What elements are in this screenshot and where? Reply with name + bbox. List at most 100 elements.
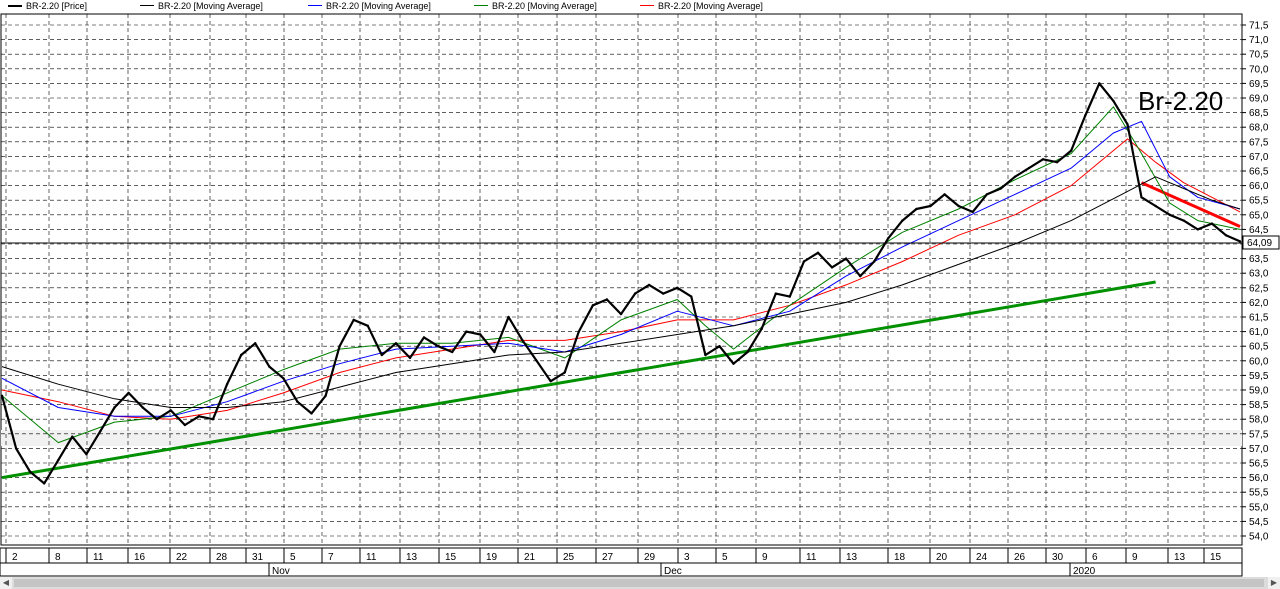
price-point — [915, 207, 918, 211]
x-tick-label: 13 — [846, 552, 858, 563]
y-tick-label: 57,5 — [1249, 429, 1269, 440]
x-tick-label: 5 — [722, 552, 728, 563]
x-tick-label: 13 — [406, 552, 418, 563]
x-tick-label: 26 — [1014, 552, 1026, 563]
x-tick-label: 9 — [1132, 552, 1138, 563]
price-point — [28, 470, 32, 473]
legend-swatch-ma-red — [640, 5, 654, 7]
price-point — [408, 356, 412, 360]
legend-label-ma-green: BR-2.20 [Moving Average] — [492, 1, 597, 11]
x-tick-label: 11 — [366, 552, 377, 563]
y-tick-label: 71,5 — [1249, 21, 1269, 32]
price-point — [422, 336, 426, 339]
moving-average-line — [1, 176, 1241, 408]
x-tick-label: 9 — [762, 552, 768, 563]
price-point — [465, 330, 468, 333]
price-point — [1070, 149, 1073, 152]
legend-item-ma-blue: BR-2.20 [Moving Average] — [308, 0, 431, 12]
y-tick-label: 68,0 — [1249, 123, 1269, 134]
price-point — [225, 383, 229, 386]
price-point — [394, 342, 398, 345]
price-point — [211, 418, 215, 421]
price-point — [310, 412, 313, 415]
price-point — [929, 204, 932, 208]
price-point — [1041, 158, 1045, 161]
price-point — [844, 257, 848, 260]
legend-item-price: BR-2.20 [Price] — [8, 0, 87, 12]
price-point — [43, 482, 46, 485]
y-tick-label: 67,5 — [1249, 137, 1269, 148]
y-tick-label: 61,0 — [1249, 327, 1269, 338]
price-point — [254, 342, 257, 345]
x-tick-label: 18 — [894, 552, 906, 563]
x-tick-label: 11 — [806, 552, 817, 563]
y-axis: 71,5 71,0 70,5 70,0 69,5 69,0 68,5 68,0 67,5 67,0… — [1242, 21, 1269, 543]
price-point — [662, 292, 665, 295]
price-point — [732, 362, 735, 365]
month-label: Dec — [664, 566, 682, 577]
y-tick-label: 70,5 — [1249, 50, 1269, 61]
price-point — [85, 453, 88, 456]
price-point — [718, 345, 721, 348]
price-point — [1210, 222, 1214, 225]
y-tick-label: 69,5 — [1249, 79, 1269, 90]
price-point — [1126, 123, 1129, 126]
price-point — [324, 394, 327, 397]
price-point — [155, 418, 158, 421]
moving-average-line — [1, 106, 1241, 444]
y-tick-label: 66,5 — [1249, 167, 1269, 178]
y-tick-label: 64,5 — [1249, 225, 1269, 236]
price-point — [240, 353, 243, 357]
x-tick-label: 15 — [1210, 552, 1222, 563]
horizontal-scrollbar[interactable]: ◀ ▶ — [0, 577, 1280, 589]
y-tick-label: 58,5 — [1249, 400, 1269, 411]
price-point — [380, 353, 383, 357]
y-tick-label: 63,5 — [1249, 254, 1269, 265]
moving-average-line — [1, 120, 1241, 417]
price-point — [57, 458, 60, 462]
x-tick-label: 24 — [976, 552, 988, 563]
price-point — [774, 292, 777, 295]
y-tick-label: 58,0 — [1249, 415, 1269, 426]
legend-label-ma-red: BR-2.20 [Moving Average] — [658, 1, 763, 11]
x-axis: 2 8 11 16 22 28 31 5 7 11 13 15 19 21 25 27 29 3 5 9 11 13 18 2… — [0, 547, 1243, 577]
price-point — [802, 260, 806, 263]
x-tick-label: 16 — [134, 552, 146, 563]
price-point — [901, 219, 904, 222]
scrollbar-thumb[interactable] — [14, 579, 1264, 587]
moving-average-line — [1, 138, 1241, 420]
y-tick-label: 68,5 — [1249, 108, 1269, 119]
scroll-left-arrow-icon[interactable]: ◀ — [0, 577, 12, 589]
price-point — [366, 324, 369, 327]
price-point — [1196, 228, 1200, 231]
price-point — [1168, 213, 1171, 216]
y-tick-label: 63,0 — [1249, 269, 1269, 280]
price-point — [296, 400, 299, 403]
price-point — [633, 292, 637, 295]
x-tick-label: 11 — [93, 552, 104, 563]
price-point — [127, 391, 130, 395]
legend-swatch-ma-black — [140, 5, 154, 7]
scroll-right-arrow-icon[interactable]: ▶ — [1268, 577, 1280, 589]
x-tick-label: 31 — [252, 552, 264, 563]
price-point — [760, 327, 763, 330]
price-point — [591, 304, 595, 307]
legend-label-ma-blue: BR-2.20 [Moving Average] — [326, 1, 431, 11]
legend-swatch-ma-blue — [308, 5, 322, 7]
price-point — [676, 286, 679, 289]
price-point — [830, 266, 834, 269]
price-point — [999, 187, 1002, 190]
chart-annotation: Br-2.20 — [1138, 86, 1223, 116]
price-point — [816, 251, 820, 254]
price-point — [338, 345, 341, 348]
x-tick-label: 25 — [563, 552, 575, 563]
price-point — [1027, 166, 1031, 170]
legend-swatch-ma-green — [474, 5, 488, 7]
price-chart[interactable]: 71,5 71,0 70,5 70,0 69,5 69,0 68,5 68,0 67,5 67,0… — [0, 0, 1280, 577]
y-tick-label: 55,0 — [1249, 502, 1269, 513]
month-label: 2020 — [1073, 566, 1096, 577]
price-point — [704, 353, 707, 357]
plot-area[interactable] — [0, 13, 1243, 546]
legend-item-ma-black: BR-2.20 [Moving Average] — [140, 0, 263, 12]
price-point — [197, 415, 201, 418]
